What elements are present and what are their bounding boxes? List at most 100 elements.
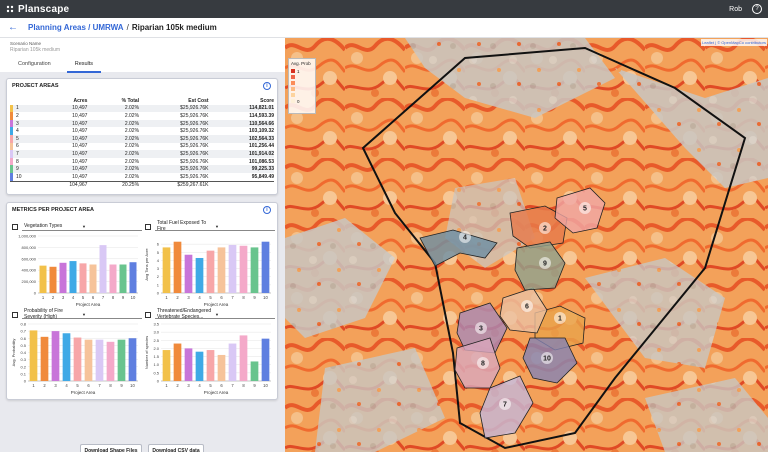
metric-select[interactable]: Total Fuel Exposed To Fire ▼ xyxy=(145,220,275,232)
legend-swatch xyxy=(291,75,295,79)
table-row[interactable]: 4 10,497 2.02% $25,926.76K 103,109.32 xyxy=(10,127,274,135)
download-shape-files-button[interactable]: Download Shape Files xyxy=(80,444,142,452)
map-layer-icon[interactable] xyxy=(12,311,18,318)
bar[interactable] xyxy=(29,330,38,381)
table-row[interactable]: 9 10,497 2.02% $25,926.76K 99,225.33 xyxy=(10,165,274,173)
project-areas-title: PROJECT AREAS xyxy=(12,83,59,89)
x-tick-label: 3 xyxy=(62,295,65,300)
info-icon[interactable]: i xyxy=(263,82,271,90)
project-area-label: 1 xyxy=(558,316,562,323)
table-row[interactable]: 7 10,497 2.02% $25,926.76K 101,914.02 xyxy=(10,150,274,158)
bar[interactable] xyxy=(184,348,193,381)
metric-select[interactable]: Vegetation Types ▼ xyxy=(12,221,142,232)
x-tick-label: 1 xyxy=(42,295,45,300)
bar[interactable] xyxy=(206,350,215,381)
metric-select-value: Probability of Fire Severity (High) xyxy=(24,308,63,320)
app-logo[interactable]: Planscape xyxy=(6,4,69,15)
table-row[interactable]: 1 10,497 2.02% $25,926.76K 114,821.01 xyxy=(10,104,274,113)
x-tick-label: 3 xyxy=(54,383,57,388)
table-row[interactable]: 5 10,497 2.02% $25,926.76K 102,564.33 xyxy=(10,134,274,143)
table-row[interactable]: 3 10,497 2.02% $25,926.76K 110,564.66 xyxy=(10,119,274,128)
bar[interactable] xyxy=(59,262,67,293)
metric-select-field[interactable]: Vegetation Types ▼ xyxy=(22,222,142,231)
planning-area-boundary xyxy=(361,46,747,450)
project-area-label: 5 xyxy=(583,206,587,213)
bar[interactable] xyxy=(184,254,193,293)
col-cost: Est Cost xyxy=(188,97,209,104)
table-row[interactable]: 8 10,497 2.02% $25,926.76K 101,086.53 xyxy=(10,157,274,166)
bar[interactable] xyxy=(217,247,226,293)
map-layer-icon[interactable] xyxy=(145,311,151,318)
map-layer-icon[interactable] xyxy=(145,223,151,230)
bar[interactable] xyxy=(217,354,226,381)
area-cost: $25,926.76K xyxy=(180,128,209,135)
bar[interactable] xyxy=(173,343,182,381)
info-icon[interactable]: i xyxy=(263,206,271,214)
area-acres: 10,497 xyxy=(72,143,88,150)
bar[interactable] xyxy=(73,337,82,381)
legend-item: 0 xyxy=(291,98,313,104)
tab-results[interactable]: Results xyxy=(66,59,102,73)
project-area-label: 4 xyxy=(463,235,467,242)
bar[interactable] xyxy=(228,244,237,293)
back-arrow-icon[interactable]: ← xyxy=(8,22,18,33)
breadcrumb-link[interactable]: Planning Areas / UMRWA xyxy=(28,23,124,32)
bar[interactable] xyxy=(79,263,87,293)
area-cost: $25,926.76K xyxy=(180,173,209,180)
help-icon[interactable]: ? xyxy=(752,4,762,14)
x-tick-label: 2 xyxy=(176,295,179,300)
bar[interactable] xyxy=(106,341,115,381)
metric-select-field[interactable]: Threatened/Endangered Vertebrate Species… xyxy=(155,308,275,320)
bar[interactable] xyxy=(239,335,248,381)
tab-configuration[interactable]: Configuration xyxy=(18,61,51,67)
map-attribution[interactable]: Leaflet | © OpenMapCo contributors xyxy=(700,39,767,46)
bar[interactable] xyxy=(195,257,204,293)
user-name[interactable]: Rob xyxy=(729,5,742,13)
bar[interactable] xyxy=(173,241,182,293)
bar[interactable] xyxy=(206,250,215,293)
metric-select-field[interactable]: Probability of Fire Severity (High) ▼ xyxy=(22,308,142,320)
area-pct: 2.02% xyxy=(124,128,140,135)
bar[interactable] xyxy=(109,264,117,294)
project-area-label-bg xyxy=(539,257,551,269)
bar[interactable] xyxy=(62,333,71,381)
bar[interactable] xyxy=(119,264,127,294)
bar[interactable] xyxy=(39,265,47,293)
table-row[interactable]: 10 10,497 2.02% $25,926.76K 95,849.49 xyxy=(10,172,274,181)
bar[interactable] xyxy=(162,247,171,293)
bar[interactable] xyxy=(51,331,60,381)
bar[interactable] xyxy=(239,245,248,293)
bar[interactable] xyxy=(250,247,259,293)
bar[interactable] xyxy=(40,336,49,381)
bar[interactable] xyxy=(128,338,137,381)
metric-select[interactable]: Probability of Fire Severity (High) ▼ xyxy=(12,308,142,320)
bar[interactable] xyxy=(89,264,97,294)
x-tick-label: 6 xyxy=(92,295,95,300)
y-tick-label: 2 xyxy=(157,274,160,279)
y-tick-label: 0.5 xyxy=(20,343,26,348)
download-csv-button[interactable]: Download CSV data xyxy=(148,444,204,452)
bar[interactable] xyxy=(261,338,270,381)
table-row[interactable]: 2 10,497 2.02% $25,926.76K 114,593.39 xyxy=(10,112,274,120)
map-layer-icon[interactable] xyxy=(12,223,18,230)
bar[interactable] xyxy=(129,262,137,293)
metric-select[interactable]: Threatened/Endangered Vertebrate Species… xyxy=(145,308,275,320)
y-tick-label: 3.5 xyxy=(153,322,159,327)
bar[interactable] xyxy=(195,351,204,381)
bar[interactable] xyxy=(84,339,93,381)
bar[interactable] xyxy=(162,350,171,381)
table-row[interactable]: 6 10,497 2.02% $25,926.76K 101,256.44 xyxy=(10,142,274,151)
project-area-polygon[interactable] xyxy=(419,229,498,267)
bar[interactable] xyxy=(95,339,104,381)
bar[interactable] xyxy=(69,261,77,293)
bar[interactable] xyxy=(49,266,57,293)
bar[interactable] xyxy=(250,361,259,381)
metric-select-field[interactable]: Total Fuel Exposed To Fire ▼ xyxy=(155,220,275,232)
bar[interactable] xyxy=(117,339,126,381)
bar[interactable] xyxy=(261,241,270,293)
project-area-polygon[interactable] xyxy=(509,205,568,249)
bar[interactable] xyxy=(99,245,107,293)
bar[interactable] xyxy=(228,343,237,381)
